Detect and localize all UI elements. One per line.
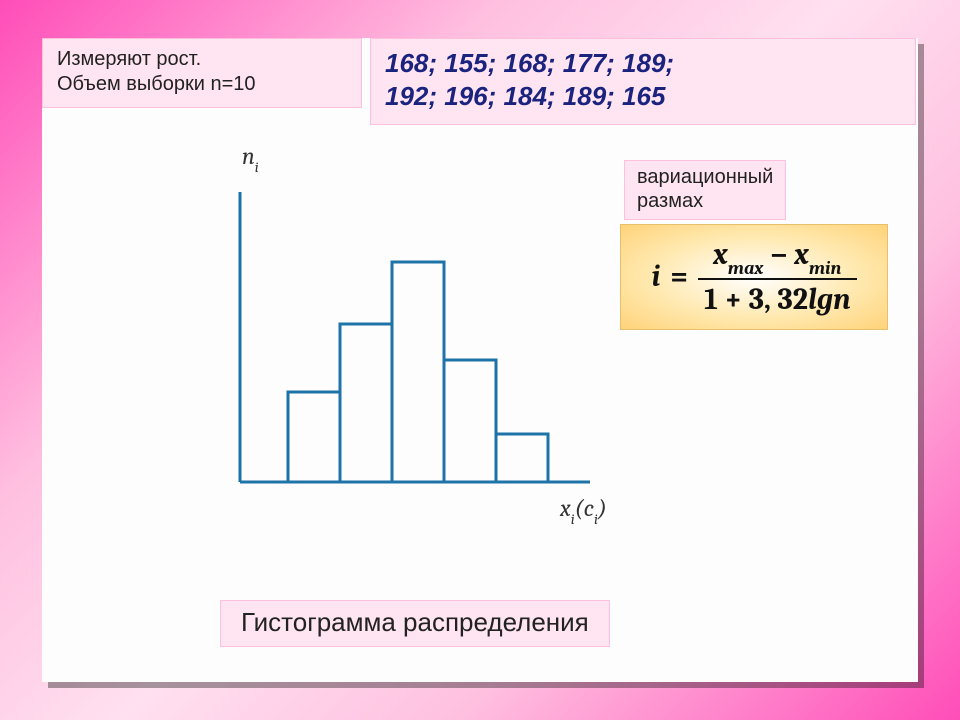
variation-range-label: вариационный размах bbox=[624, 160, 786, 220]
data-line1: 168; 155; 168; 177; 189; bbox=[385, 48, 674, 78]
histogram-chart: ni xi(ci) bbox=[192, 162, 632, 542]
range-label-line1: вариационный bbox=[637, 166, 773, 188]
formula-lhs: i bbox=[651, 259, 660, 294]
y-axis-label: ni bbox=[242, 142, 259, 174]
description-box: Измеряют рост. Объем выборки n=10 bbox=[42, 38, 362, 108]
data-values-box: 168; 155; 168; 177; 189; 192; 196; 184; … bbox=[370, 38, 916, 125]
range-label-line2: размах bbox=[637, 190, 703, 212]
chart-caption: Гистограмма распределения bbox=[220, 600, 610, 647]
x-axis-label: xi(ci) bbox=[560, 494, 607, 526]
interval-formula: i = xmax − xmin 1 + 3, 32lgn bbox=[651, 238, 856, 316]
description-line2: Объем выборки n=10 bbox=[57, 73, 256, 95]
histogram-svg bbox=[192, 162, 632, 522]
description-line1: Измеряют рост. bbox=[57, 48, 201, 70]
content-panel: Измеряют рост. Объем выборки n=10 168; 1… bbox=[42, 38, 918, 682]
interval-formula-box: i = xmax − xmin 1 + 3, 32lgn bbox=[620, 224, 888, 330]
formula-equals: = bbox=[670, 259, 688, 294]
formula-fraction: xmax − xmin 1 + 3, 32lgn bbox=[698, 238, 857, 316]
caption-text: Гистограмма распределения bbox=[241, 607, 589, 637]
data-line2: 192; 196; 184; 189; 165 bbox=[385, 81, 665, 111]
